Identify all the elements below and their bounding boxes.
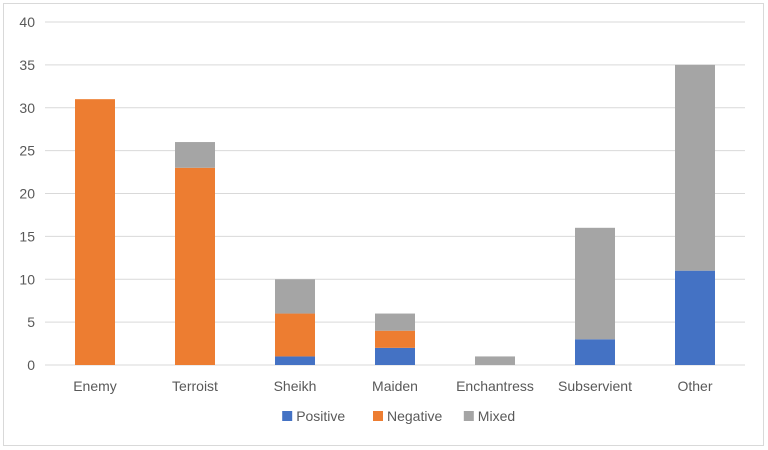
bar-mixed-terroist [175,142,215,168]
bar-negative-maiden [375,330,415,348]
chart-frame: 0 5 10 15 20 25 30 35 40 Enemy Terroist Sheikh Maide… [3,3,764,446]
bar-mixed-maiden [375,313,415,331]
bar-positive-subservient [575,339,615,365]
y-tick-label: 40 [19,14,35,30]
y-tick-label: 5 [27,314,35,330]
y-tick-label: 15 [19,228,35,244]
bar-negative-terroist [175,167,215,365]
legend-label-negative: Negative [387,408,442,424]
legend-swatch-negative [373,411,383,421]
x-tick-label: Other [677,378,712,394]
bar-positive-other [675,270,715,365]
y-tick-label: 10 [19,271,35,287]
x-tick-label: Maiden [372,378,418,394]
legend-swatch-mixed [463,411,474,421]
y-tick-label: 0 [27,357,35,373]
legend-label-mixed: Mixed [478,408,515,424]
x-tick-label: Enemy [73,378,117,394]
legend-label-positive: Positive [296,408,345,424]
bar-mixed-subservient [575,227,615,340]
bar-negative-sheikh [275,313,315,357]
x-tick-label: Sheikh [274,378,317,394]
y-tick-label: 35 [19,57,35,73]
y-tick-label: 30 [19,100,35,116]
bar-positive-sheikh [275,356,315,365]
bar-mixed-enchantress [475,356,515,365]
x-tick-label: Terroist [172,378,218,394]
x-tick-label: Subservient [558,378,632,394]
legend-swatch-positive [282,411,293,421]
bar-negative-enemy [75,99,115,366]
y-tick-label: 25 [19,143,35,159]
x-tick-label: Enchantress [456,378,534,394]
bar-positive-maiden [375,347,415,365]
bar-mixed-other [675,64,715,271]
bar-mixed-sheikh [275,279,315,314]
y-tick-label: 20 [19,186,35,202]
